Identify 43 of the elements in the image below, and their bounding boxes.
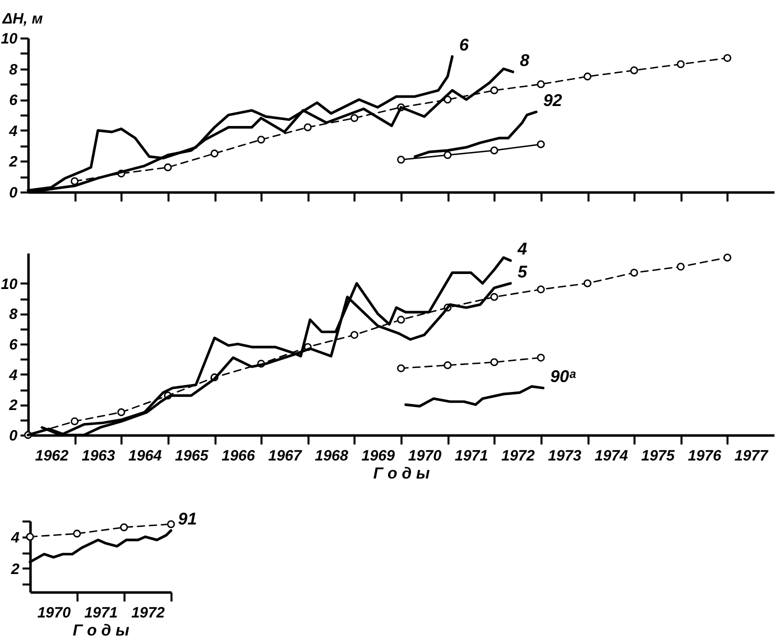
x-tick-label: 1966 <box>222 448 256 464</box>
y-tick-label: 10 <box>0 276 18 293</box>
x-tick-label: 1968 <box>314 448 349 464</box>
x-tick-label: 1972 <box>501 448 536 464</box>
x-tick-label: 1965 <box>175 448 210 464</box>
x-tick-label: 1976 <box>688 448 722 464</box>
y-tick-label: 0 <box>9 184 18 202</box>
x-tick-label: 1970 <box>408 448 442 464</box>
series-label: 4 <box>516 240 528 259</box>
x-tick-label: 1977 <box>734 448 769 464</box>
x-tick-label: 1971 <box>454 448 488 464</box>
x-tick-label: 1973 <box>548 448 582 464</box>
y-tick-label: 8 <box>9 61 18 78</box>
series-label: 92 <box>543 90 563 110</box>
series-label: 5 <box>518 262 528 282</box>
series-label: 91 <box>178 509 197 528</box>
series-label: 90ᵃ <box>550 366 576 386</box>
x-tick-label: 1971 <box>84 604 118 622</box>
x-tick-label: 1963 <box>82 448 116 464</box>
series-label: 8 <box>520 50 530 70</box>
x-tick-label: 1969 <box>362 448 396 464</box>
y-tick-label: 6 <box>9 336 18 354</box>
y-tick-label: 8 <box>9 306 18 324</box>
y-tick-label: 6 <box>9 92 18 110</box>
y-tick-label: 0 <box>9 428 18 444</box>
x-axis-title: Г о д ы <box>373 466 430 482</box>
y-tick-label: 4 <box>8 122 18 140</box>
x-tick-label: 1970 <box>37 604 72 622</box>
x-tick-label: 1964 <box>128 448 162 464</box>
y-tick-label: 2 <box>8 397 18 414</box>
y-tick-label: 4 <box>8 366 18 384</box>
x-tick-label: 1975 <box>641 448 676 464</box>
x-tick-label: 1962 <box>35 448 70 464</box>
y-tick-label: 10 <box>0 30 18 48</box>
y-tick-label: 2 <box>8 154 18 171</box>
x-tick-label: 1974 <box>594 448 629 464</box>
y-tick-label: 2 <box>10 560 20 578</box>
series-label: 6 <box>459 35 470 54</box>
x-tick-label: 1967 <box>268 448 302 464</box>
y-tick-label: 4 <box>10 529 20 546</box>
y-axis-title: ΔH, м <box>2 10 43 28</box>
x-tick-label: 1972 <box>131 604 166 622</box>
x-axis-title: Г о д ы <box>72 622 130 640</box>
